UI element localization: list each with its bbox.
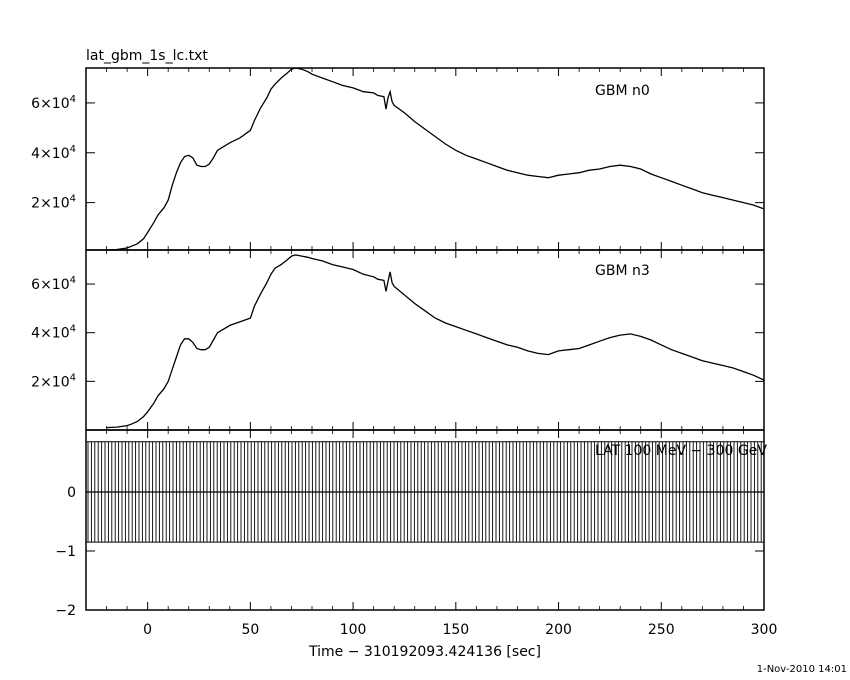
panel-bottom: 0 −1 −2 LAT 100 MeV − 300 GeV <box>55 429 767 619</box>
x-tick-label-1: 50 <box>241 622 259 638</box>
panel-bottom-ytick-label-2: −2 <box>55 603 76 619</box>
panel-top-marks: 2×104 4×104 6×104 <box>31 67 765 251</box>
panel-bottom-frame <box>85 429 765 611</box>
panel-middle-ytick-label-2: 6×104 <box>31 275 76 293</box>
panel-top-frame <box>85 67 765 251</box>
panel-middle-ytick-label-1: 4×104 <box>31 324 76 342</box>
x-tick-label-6: 300 <box>751 622 778 638</box>
x-tick-label-2: 100 <box>340 622 367 638</box>
panel-middle: GBM n3 2×104 4×104 6×104 <box>31 249 765 431</box>
panel-middle-label: GBM n3 <box>595 263 650 279</box>
x-tick-label-0: 0 <box>143 622 152 638</box>
x-axis-title: Time − 310192093.424136 [sec] <box>308 644 541 660</box>
chart-title: lat_gbm_1s_lc.txt <box>86 48 208 64</box>
x-tick-label-4: 200 <box>545 622 572 638</box>
panel-bottom-ytick-label-1: −1 <box>55 544 76 560</box>
panel-middle-series-line <box>106 254 765 429</box>
panel-top-ytick-label-2: 6×104 <box>31 94 76 112</box>
panel-top-ytick-label-1: 4×104 <box>31 144 76 162</box>
x-axis-labels: 0 50 100 150 200 250 300 <box>143 622 777 638</box>
panel-top: GBM n0 2×104 4×104 6×104 <box>31 67 765 251</box>
panel-bottom-ytick-label-0: 0 <box>67 485 76 501</box>
x-tick-label-5: 250 <box>648 622 675 638</box>
panel-top-series-line <box>106 67 765 251</box>
panel-middle-marks: 2×104 4×104 6×104 <box>31 250 765 430</box>
panel-middle-frame <box>85 249 765 431</box>
timestamp: 1-Nov-2010 14:01 <box>757 664 847 675</box>
panel-top-ytick-label-0: 2×104 <box>31 194 76 212</box>
panel-middle-ytick-label-0: 2×104 <box>31 372 76 390</box>
panel-top-label: GBM n0 <box>595 83 650 99</box>
x-tick-label-3: 150 <box>442 622 469 638</box>
panel-bottom-label: LAT 100 MeV − 300 GeV <box>595 443 767 459</box>
